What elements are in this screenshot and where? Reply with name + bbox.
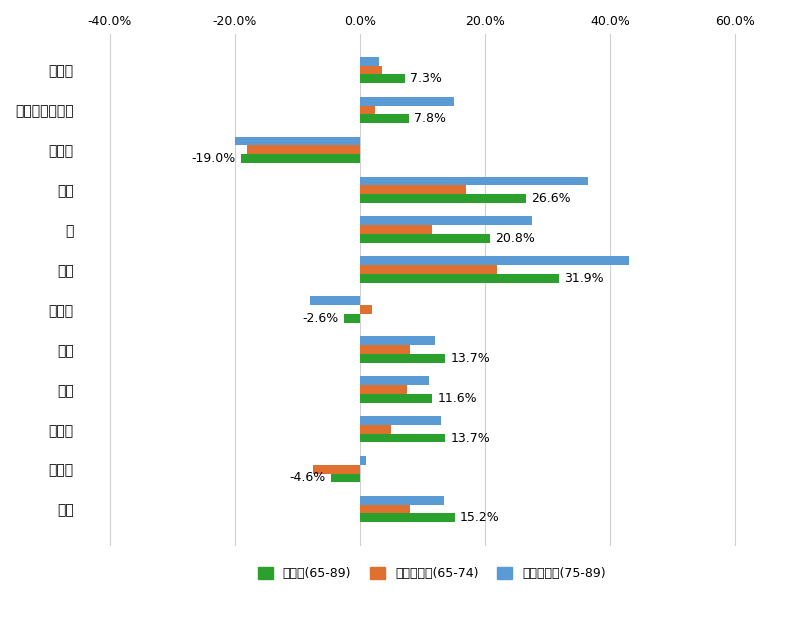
Bar xyxy=(241,154,360,163)
Text: 20.8%: 20.8% xyxy=(495,232,534,245)
Bar xyxy=(331,473,360,482)
Bar xyxy=(360,194,526,203)
Bar xyxy=(360,216,532,225)
Bar xyxy=(360,393,432,402)
Bar xyxy=(234,137,360,146)
Bar xyxy=(310,296,360,305)
Bar xyxy=(360,176,588,185)
Bar xyxy=(360,433,446,442)
Bar xyxy=(360,57,378,66)
Bar xyxy=(360,425,391,433)
Text: 31.9%: 31.9% xyxy=(564,272,604,285)
Bar xyxy=(247,146,360,154)
Bar xyxy=(360,336,435,345)
Bar xyxy=(360,75,406,83)
Text: 13.7%: 13.7% xyxy=(450,352,490,365)
Bar xyxy=(360,256,629,265)
Text: -2.6%: -2.6% xyxy=(302,312,338,325)
Legend: 高齢者(65-89), 前期高齢者(65-74), 後期高齢者(75-89): 高齢者(65-89), 前期高齢者(65-74), 後期高齢者(75-89) xyxy=(253,562,611,585)
Bar xyxy=(360,106,375,114)
Bar xyxy=(360,225,432,234)
Bar xyxy=(360,496,444,505)
Bar xyxy=(360,265,498,274)
Bar xyxy=(360,513,455,522)
Text: 15.2%: 15.2% xyxy=(460,511,500,524)
Bar xyxy=(360,234,490,243)
Bar xyxy=(360,505,410,513)
Bar xyxy=(360,305,372,314)
Bar xyxy=(360,114,409,123)
Text: 26.6%: 26.6% xyxy=(531,192,570,205)
Bar xyxy=(360,97,454,106)
Text: 7.3%: 7.3% xyxy=(410,72,442,85)
Text: -19.0%: -19.0% xyxy=(192,152,236,165)
Bar xyxy=(360,274,559,283)
Bar xyxy=(313,465,360,473)
Bar xyxy=(360,66,382,75)
Bar xyxy=(360,354,446,363)
Bar xyxy=(360,385,406,393)
Text: 7.8%: 7.8% xyxy=(414,112,446,125)
Bar xyxy=(343,314,360,323)
Text: 13.7%: 13.7% xyxy=(450,431,490,444)
Bar xyxy=(360,345,410,354)
Text: -4.6%: -4.6% xyxy=(290,471,326,484)
Bar xyxy=(360,456,366,465)
Bar xyxy=(360,376,429,385)
Text: 11.6%: 11.6% xyxy=(438,392,477,404)
Bar xyxy=(360,185,466,194)
Bar xyxy=(360,416,441,425)
